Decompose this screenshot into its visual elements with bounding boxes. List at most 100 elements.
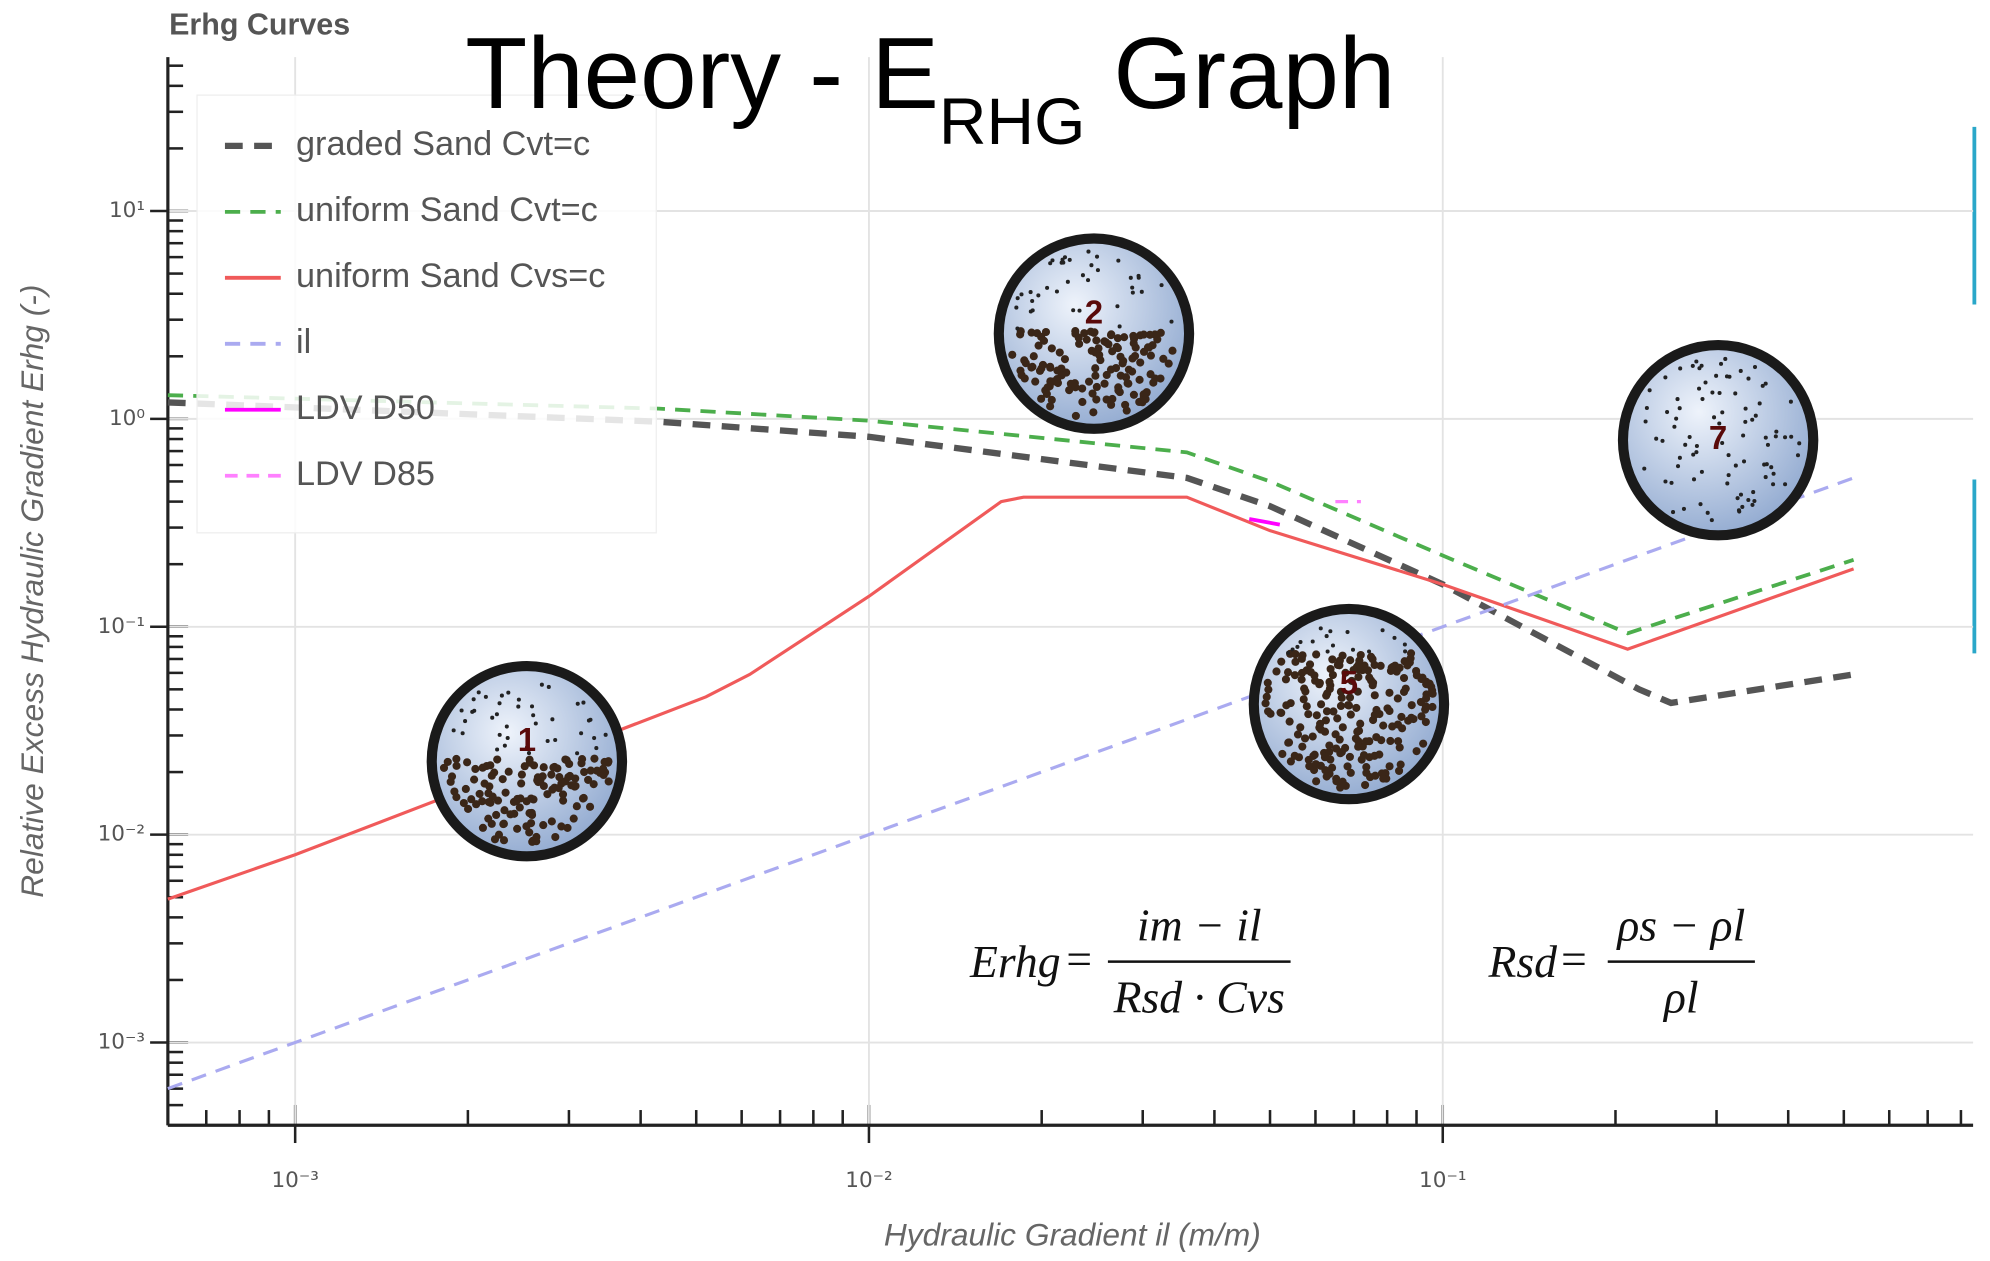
particle — [579, 731, 583, 735]
equation-sign: = — [1063, 934, 1094, 985]
particle — [1089, 389, 1097, 397]
particle — [1295, 645, 1299, 649]
particle — [1356, 720, 1364, 728]
series-line — [168, 497, 1854, 899]
particle — [525, 828, 533, 836]
particle — [1358, 756, 1366, 764]
particle — [1742, 459, 1746, 463]
particle — [1088, 347, 1096, 355]
particle — [1046, 364, 1054, 372]
particle — [1284, 668, 1292, 676]
particle — [1063, 255, 1067, 259]
particle — [1298, 640, 1302, 644]
particle — [1734, 464, 1738, 468]
particle — [1031, 378, 1039, 386]
particle — [1317, 726, 1325, 734]
chart: Erhg Curves Hydraulic Gradient il (m/m) … — [0, 0, 1990, 1261]
particle — [1733, 391, 1737, 395]
particle — [1272, 667, 1280, 675]
particle — [1116, 259, 1120, 263]
particle — [1312, 760, 1320, 768]
particle — [1764, 475, 1768, 479]
particle — [1107, 366, 1115, 374]
particle — [527, 819, 535, 827]
bubble-label: 1 — [518, 721, 536, 758]
particle — [1130, 391, 1138, 399]
particle — [590, 755, 598, 763]
particle — [1296, 723, 1304, 731]
particle — [1008, 351, 1016, 359]
equations: Erhg=im − ilRsd · CvsRsd=ρs − ρlρl — [969, 899, 1755, 1022]
y-tick-label: 10⁻² — [98, 822, 145, 847]
particle — [1797, 441, 1801, 445]
particle — [551, 833, 559, 841]
particle — [1129, 276, 1133, 280]
particle — [1343, 762, 1351, 770]
particle — [1137, 276, 1141, 280]
particle — [1136, 376, 1144, 384]
particle — [1339, 723, 1347, 731]
particle — [1036, 293, 1040, 297]
particle — [577, 759, 585, 767]
particle — [500, 694, 504, 698]
particle — [506, 691, 510, 695]
particle — [588, 718, 592, 722]
particle — [1071, 383, 1079, 391]
particle — [580, 794, 588, 802]
particle — [1743, 420, 1747, 424]
particle — [1092, 336, 1100, 344]
particle — [1714, 374, 1718, 378]
particle — [499, 775, 507, 783]
particle — [1703, 380, 1707, 384]
particle — [1740, 505, 1744, 509]
particle — [452, 755, 460, 763]
particle — [485, 798, 493, 806]
bubble-label: 2 — [1085, 293, 1103, 330]
particle — [1752, 499, 1756, 503]
particle — [494, 797, 502, 805]
particle — [1663, 479, 1667, 483]
particle — [1118, 324, 1122, 328]
particle — [1675, 397, 1679, 401]
x-tick-label: 10⁻³ — [271, 1168, 318, 1193]
particle — [1337, 702, 1345, 710]
particle — [1263, 693, 1271, 701]
particle — [460, 708, 464, 712]
panel-title: Erhg Curves — [169, 8, 350, 42]
particle — [1774, 430, 1778, 434]
particle — [460, 799, 468, 807]
legend-label: LDV D50 — [296, 389, 435, 427]
particle — [1317, 700, 1325, 708]
particle — [540, 782, 548, 790]
particle — [477, 690, 481, 694]
equation-numerator: ρs − ρl — [1615, 899, 1745, 950]
particle — [592, 736, 596, 740]
particle — [1287, 699, 1295, 707]
particle — [1725, 481, 1729, 485]
particle — [528, 838, 536, 846]
particle — [1697, 387, 1701, 391]
particle — [1016, 296, 1020, 300]
particle — [555, 773, 563, 781]
particle — [1413, 671, 1421, 679]
particle — [1737, 508, 1741, 512]
legend-label: uniform Sand Cvt=c — [296, 191, 598, 229]
particle — [495, 712, 499, 716]
particle — [1321, 766, 1329, 774]
particle — [1015, 326, 1019, 330]
particle — [1160, 283, 1164, 287]
particle — [1710, 391, 1714, 395]
particle — [1386, 762, 1394, 770]
particle — [1056, 348, 1064, 356]
particle — [1096, 268, 1100, 272]
particle — [1409, 715, 1417, 723]
particle — [1750, 503, 1754, 507]
particle — [1694, 359, 1698, 363]
particle — [493, 755, 501, 763]
particle — [1309, 732, 1317, 740]
particle — [1746, 377, 1750, 381]
particle — [1325, 678, 1333, 686]
particle — [1379, 722, 1387, 730]
particle — [1371, 711, 1379, 719]
